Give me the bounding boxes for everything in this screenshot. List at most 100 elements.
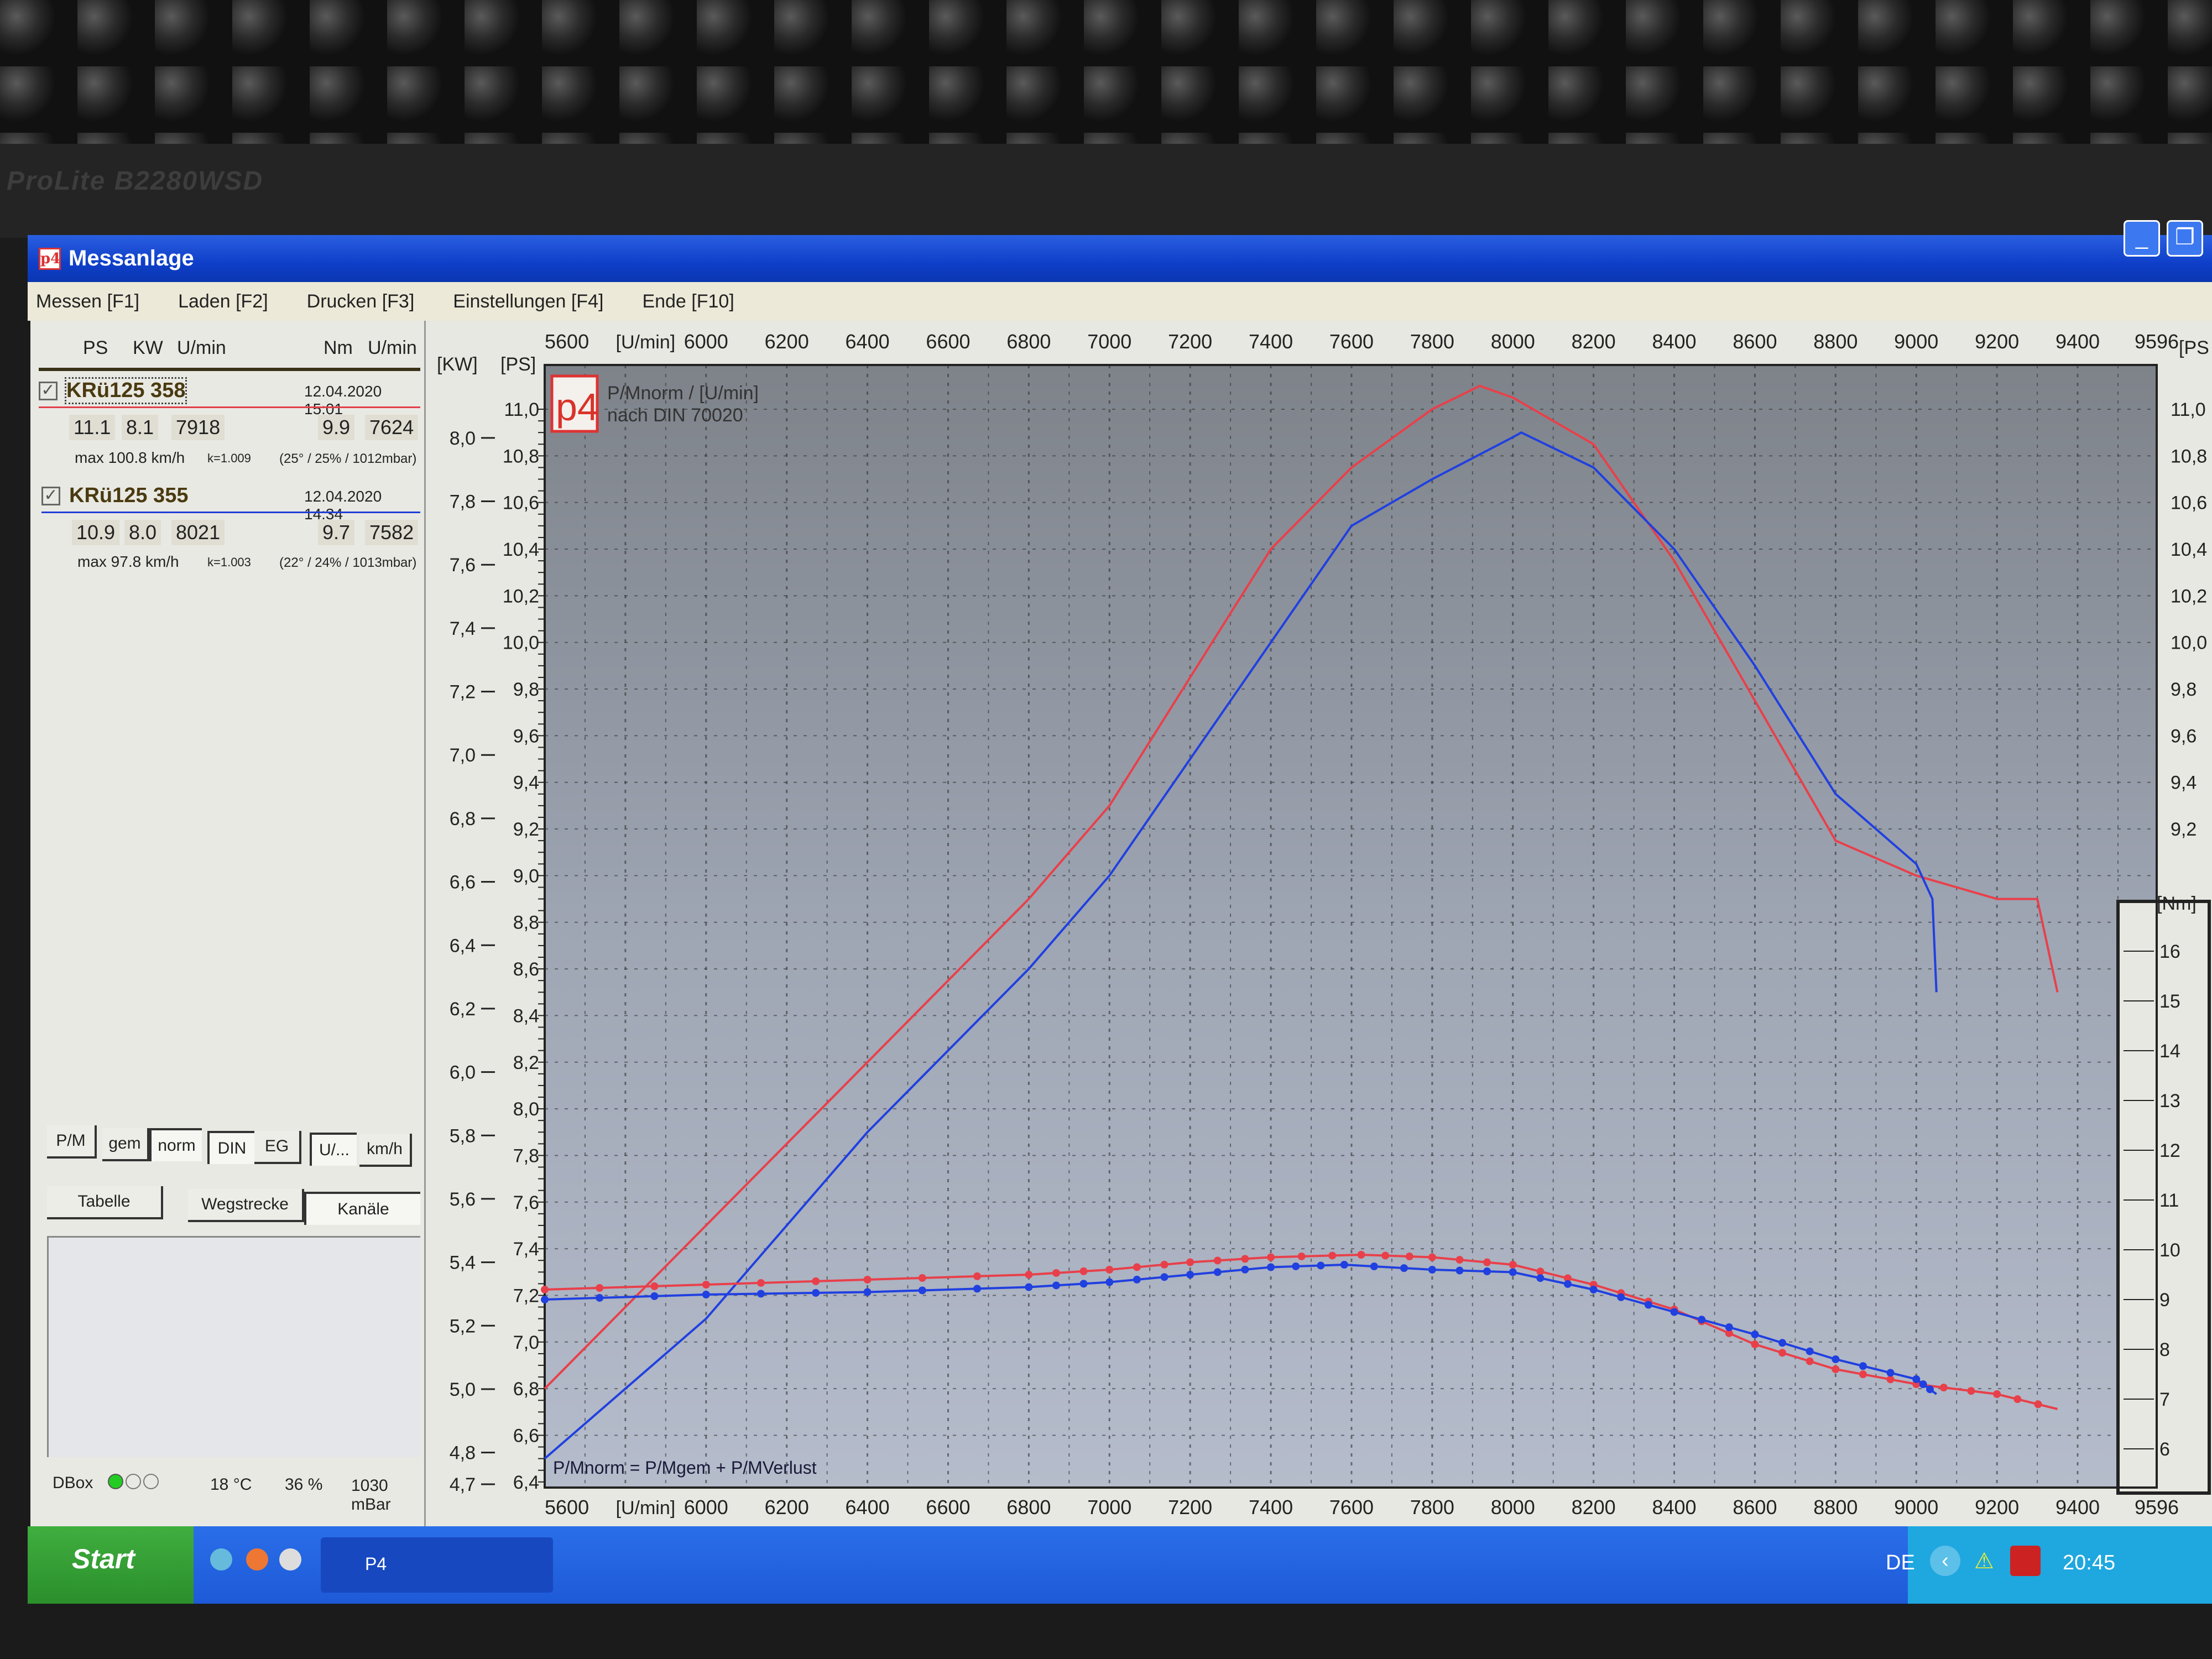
rpm-button[interactable]: U/... [310,1133,357,1166]
data-point-marker [1052,1269,1060,1277]
x-tick-label-bottom: 7600 [1329,1496,1374,1519]
x-tick-label-bottom: 6600 [926,1496,970,1519]
x-tick-label-top: 8600 [1733,330,1777,353]
restore-button[interactable]: ❐ [2167,220,2203,257]
nm-tick-label: 10 [2159,1240,2180,1261]
run-2-name[interactable]: KRü125 355 [69,484,189,507]
run-1-name[interactable]: KRü125 358 [64,377,187,404]
start-button[interactable]: Start [28,1526,194,1604]
data-point-marker [1670,1308,1678,1316]
gem-button[interactable]: gem [102,1128,149,1161]
ps-axis-label: [PS] [500,354,536,375]
x-tick-label-top: 9000 [1894,330,1938,353]
menu-drucken[interactable]: Drucken [F3] [306,290,415,312]
norm-button[interactable]: norm [149,1128,202,1161]
menu-bar: Messen [F1] Laden [F2] Drucken [F3] Eins… [28,282,2212,321]
chart-title: P/Mnorm / [U/min] [607,383,759,404]
tab-tabelle[interactable]: Tabelle [47,1186,163,1219]
x-tick-label-top: 6200 [765,330,809,353]
nm-axis-box [2116,900,2211,1495]
series-lines [541,384,2059,1460]
nm-tick-label: 9 [2159,1290,2170,1311]
data-point-marker [650,1282,659,1290]
data-point-marker [1241,1255,1249,1263]
p4-logo-text: p4 [556,385,599,429]
desktop-icon[interactable] [210,1548,232,1571]
data-point-marker [1832,1365,1840,1373]
data-point-marker [1025,1271,1033,1279]
menu-messen[interactable]: Messen [F1] [36,290,140,312]
temperature: 18 °C [210,1475,252,1494]
x-tick-label-bottom: 8400 [1652,1496,1696,1519]
right-ps-tick-label: 10,2 [2171,586,2207,607]
data-point-marker [541,1296,549,1303]
header-rpm-power: U/min [177,337,226,358]
data-point-marker [1859,1362,1867,1370]
data-point-marker [1160,1260,1168,1269]
ps-tick-label: 9,0 [513,865,539,886]
tab-wegstrecke[interactable]: Wegstrecke [188,1189,304,1222]
chart-legend: p4 P/Mnorm / [U/min] nach DIN 70020 P/Mn… [550,374,817,1478]
run-1-kw: 8.1 [122,415,159,440]
menu-einstellungen[interactable]: Einstellungen [F4] [453,290,604,312]
kmh-button[interactable]: km/h [359,1134,412,1167]
data-point-marker [1939,1384,1948,1392]
x-tick-label-bottom: 5600 [545,1496,589,1519]
ps-tick-label: 10,6 [503,493,539,514]
data-point-marker [1105,1278,1114,1286]
taskbar-p4[interactable]: P4 [321,1537,553,1593]
data-point-marker [541,1286,549,1293]
menu-laden[interactable]: Laden [F2] [178,290,268,312]
x-tick-label-top: 8000 [1491,330,1535,353]
data-point-marker [2034,1400,2042,1408]
plot-frame [544,364,2158,1489]
data-point-marker [1912,1375,1921,1383]
window-title: Messanlage [69,246,194,270]
data-point-marker [1859,1370,1867,1379]
tab-kanaele[interactable]: Kanäle [304,1192,420,1225]
x-tick-label-bottom: 8600 [1733,1496,1777,1519]
network-warning-icon[interactable]: ⚠ [1974,1549,1994,1573]
nm-tick-label: 6 [2159,1439,2170,1460]
language-indicator[interactable]: DE [1886,1551,1915,1574]
dbox-label: DBox [53,1474,93,1492]
data-point-marker [1213,1268,1222,1276]
ps-tick-label: 6,4 [513,1472,539,1493]
pm-button[interactable]: P/M [47,1125,97,1159]
antivirus-icon[interactable] [2010,1546,2041,1576]
kw-tick-label: 4,7 [450,1474,476,1495]
run-1-nm: 9.9 [318,415,355,440]
run-1-checkbox[interactable]: ✓ [39,382,58,400]
x-tick-label-top: 6800 [1006,330,1051,353]
data-point-marker [1455,1266,1464,1275]
data-point-marker [650,1292,659,1300]
header-kw: KW [133,337,163,358]
results-panel: PS KW U/min Nm U/min ✓ KRü125 358 12.04.… [30,321,426,1526]
eg-button[interactable]: EG [254,1131,301,1164]
x-tick-label-top: 6600 [926,330,970,353]
x-tick-label-top: 8200 [1572,330,1616,353]
tray-expand-icon[interactable]: ‹ [1930,1546,1960,1576]
kw-tick-label: 4,8 [450,1443,476,1464]
data-point-marker [973,1285,982,1293]
minimize-button[interactable]: _ [2124,220,2160,257]
system-tray: DE ‹ ⚠ 20:45 [1886,1526,2212,1604]
run-2-nm: 9.7 [318,520,355,545]
nm-tick-label: 12 [2159,1140,2180,1161]
taskbar: Start P4 DE ‹ ⚠ 20:45 [28,1526,2212,1604]
firefox-icon[interactable] [246,1548,268,1571]
start-label: Start [72,1543,135,1574]
media-icon[interactable] [279,1548,301,1571]
ps-tick-label: 8,8 [513,912,539,933]
ps-tick-label: 7,2 [513,1285,539,1306]
ps-tick-label: 9,8 [513,679,539,700]
right-ps-tick-label: 9,8 [2171,679,2197,700]
x-tick-label-bottom: 7000 [1087,1496,1131,1519]
din-button[interactable]: DIN [207,1131,254,1164]
ps-tick-label: 11,0 [504,399,539,420]
p4-app-icon: p4 [39,247,61,270]
run-1-vmax: max 100.8 km/h [75,449,185,466]
data-point-marker [1751,1340,1759,1348]
run-2-checkbox[interactable]: ✓ [41,487,60,505]
menu-ende[interactable]: Ende [F10] [642,290,734,312]
